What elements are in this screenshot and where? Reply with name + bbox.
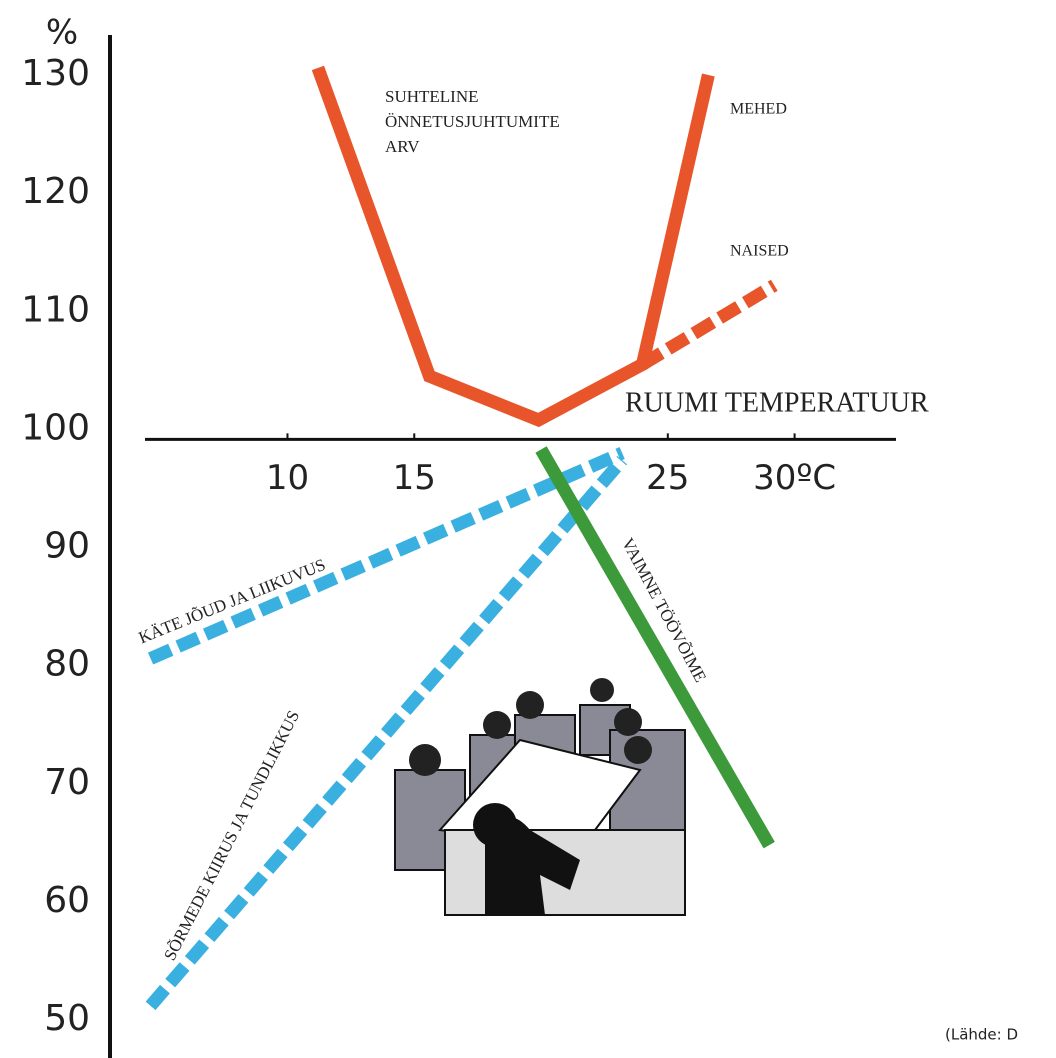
y-tick-label: 60 [44, 880, 90, 921]
series-line [639, 279, 778, 370]
series-line [311, 65, 715, 428]
x-tick-label: 25 [646, 458, 689, 498]
series-label: NAISED [730, 243, 789, 260]
y-axis-label: % [46, 13, 78, 53]
source: (Lähde: D [945, 1026, 1018, 1044]
y-tick-label: 90 [44, 526, 90, 567]
series-label: MEHED [730, 101, 787, 118]
x-tick-label: 10 [266, 458, 309, 498]
y-tick-label: 100 [21, 407, 90, 448]
meeting-illustration [394, 678, 686, 916]
x-tick-label: 30ºC [753, 458, 836, 498]
x-tick-label: 15 [393, 458, 436, 498]
annotation: SUHTELINE [385, 87, 478, 106]
y-tick-label: 120 [21, 171, 90, 212]
y-tick-label: 130 [21, 53, 90, 94]
y-tick-label: 110 [21, 289, 90, 330]
y-tick-label: 50 [44, 998, 90, 1039]
x-axis-label: RUUMI TEMPERATUUR [625, 387, 929, 418]
y-tick-label: 80 [44, 644, 90, 685]
annotation: ARV [385, 137, 420, 156]
y-tick-label: 70 [44, 762, 90, 803]
series-line [145, 455, 628, 1011]
series-line [147, 447, 625, 665]
annotation: ÖNNETUSJUHTUMITE [385, 112, 560, 131]
series-line [535, 446, 775, 849]
